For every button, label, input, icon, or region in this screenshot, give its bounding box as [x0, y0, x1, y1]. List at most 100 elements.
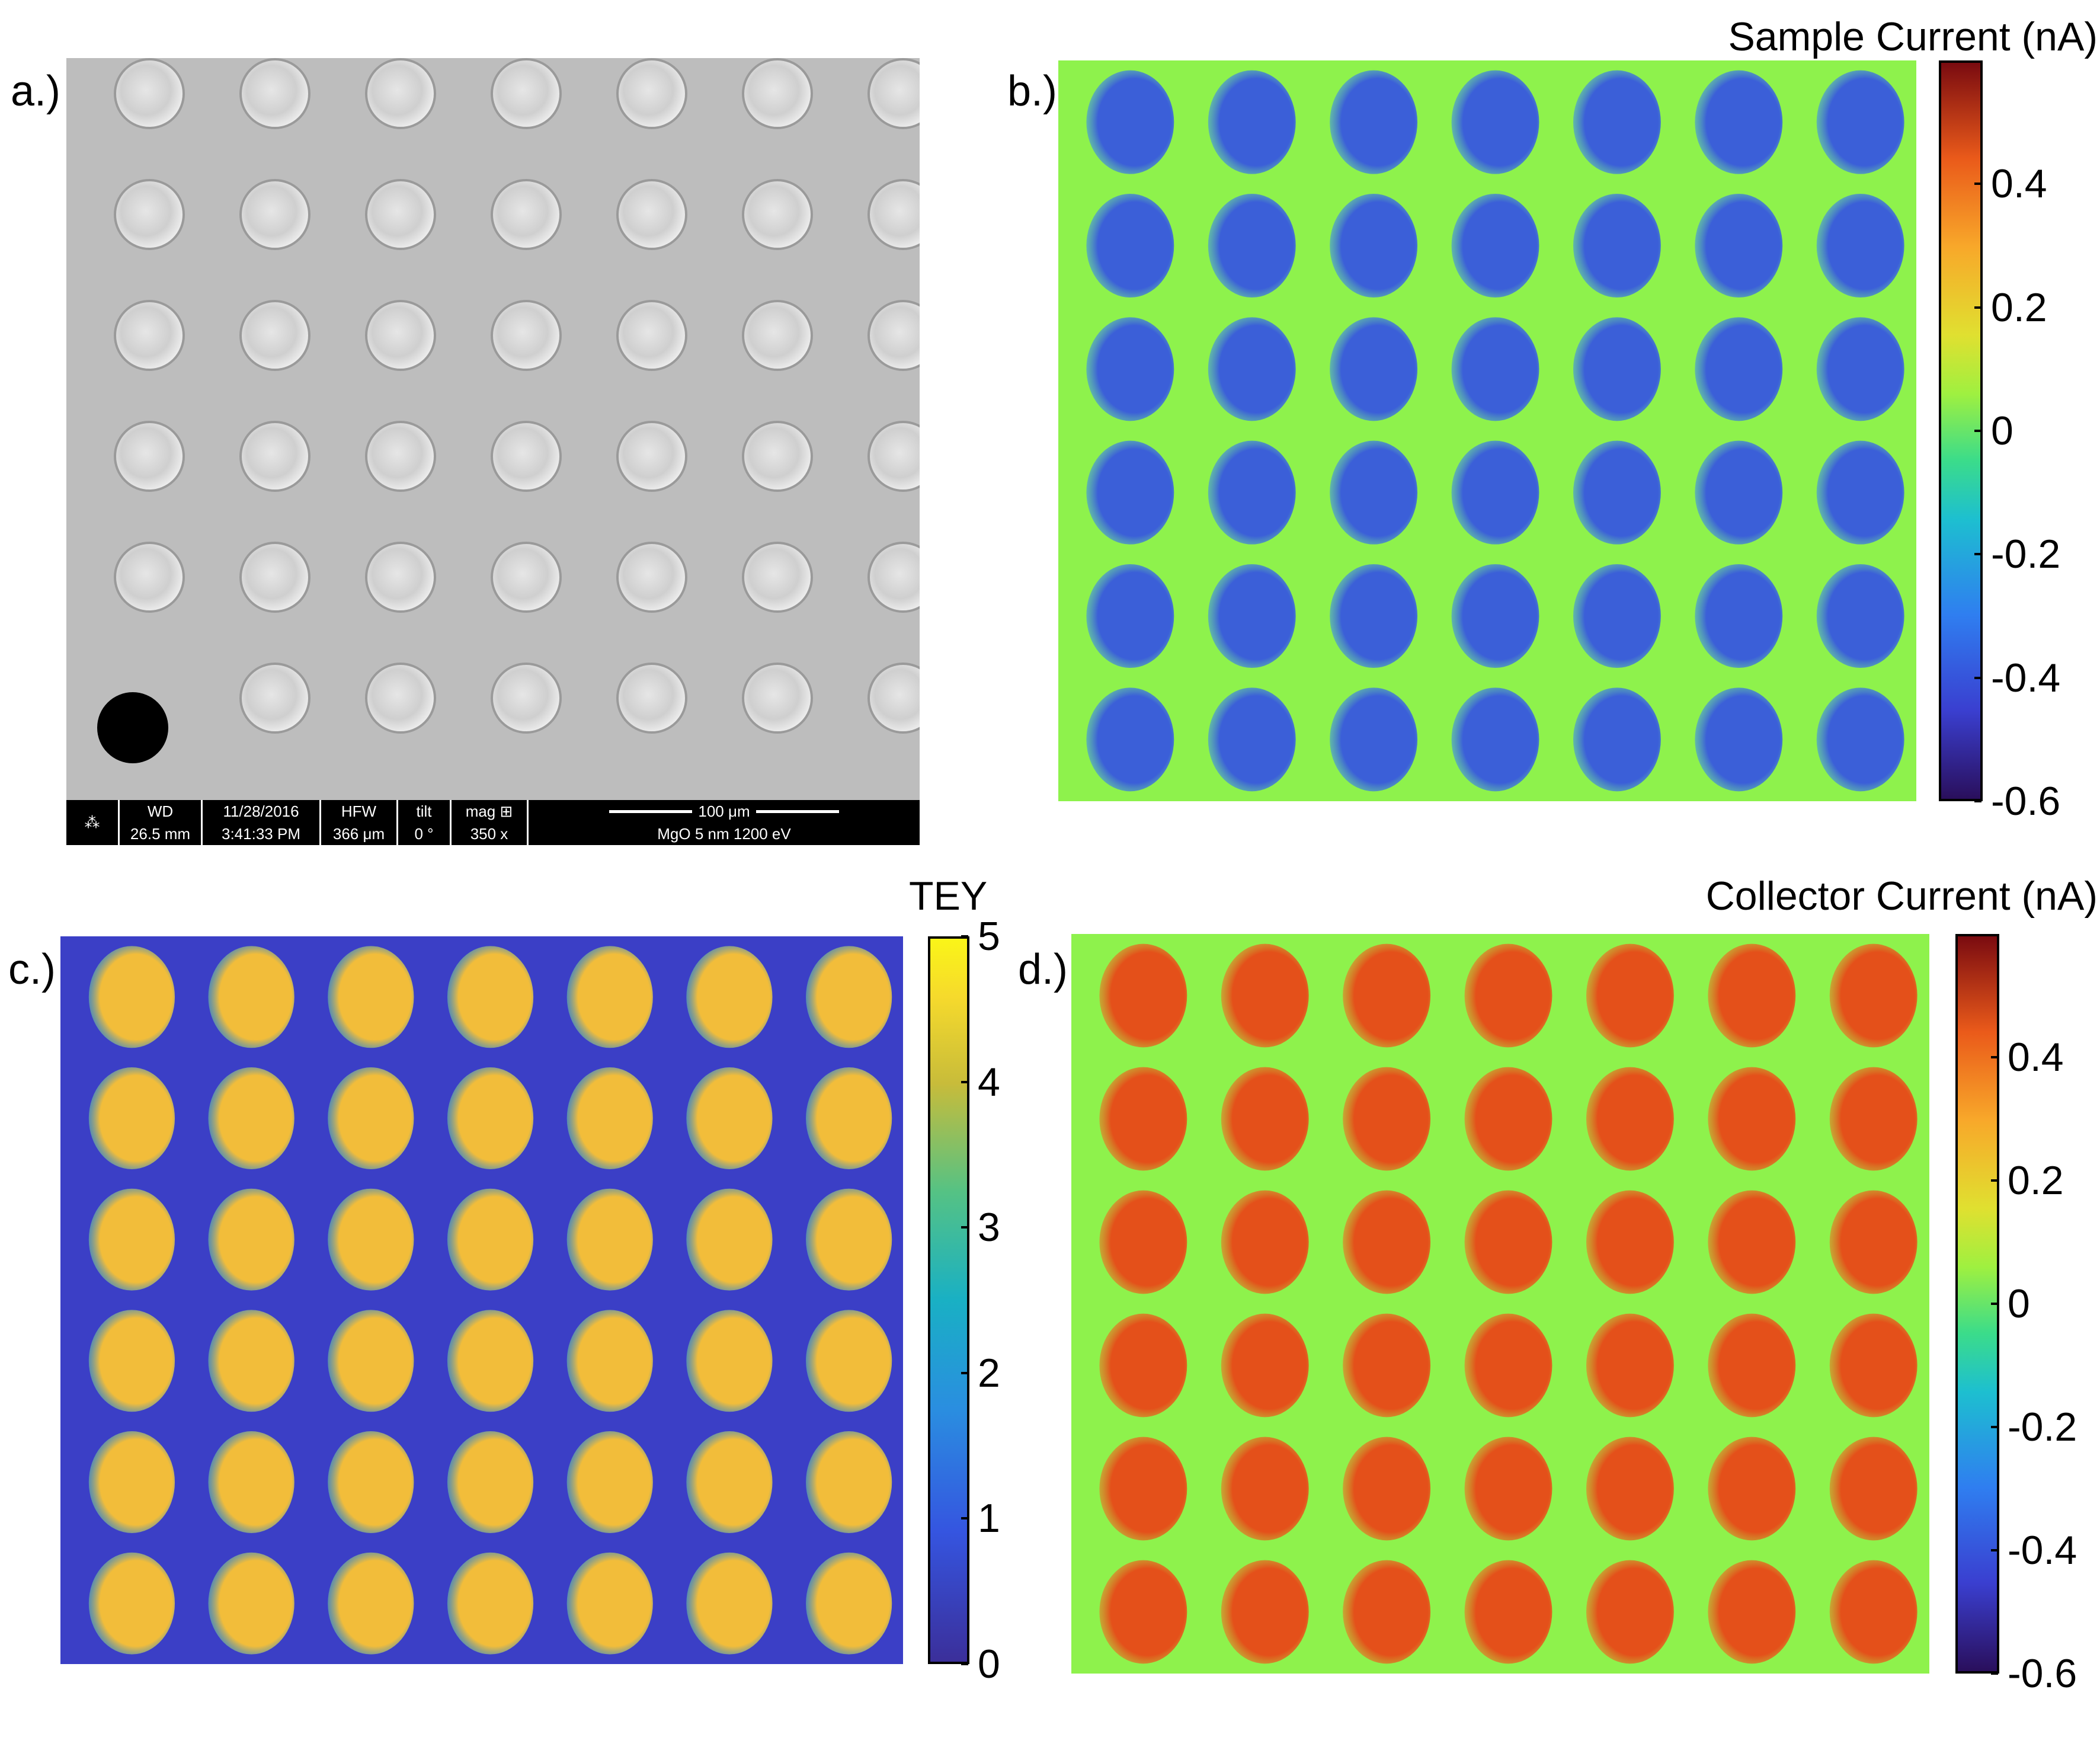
membrane-r5-c2 — [365, 663, 436, 734]
spot-r0-c1 — [1221, 943, 1309, 1048]
membrane-r5-c5 — [742, 663, 813, 734]
map-background — [1071, 934, 1929, 1674]
membrane-r3-c5 — [742, 421, 813, 492]
tey-colorbar — [928, 936, 969, 1664]
spot-r1-c3 — [447, 1067, 534, 1169]
sem-scalebar-label: 100 μm — [698, 802, 750, 820]
membrane-r5-c3 — [491, 663, 562, 734]
colorbar-tick-mark — [1991, 1549, 1998, 1551]
spot-r4-c3 — [447, 1431, 534, 1533]
sem-hfw-label: HFW — [341, 802, 377, 820]
membrane-r3-c4 — [616, 421, 687, 492]
membrane-r2-c1 — [239, 300, 310, 371]
collector-current-map — [1071, 934, 1929, 1674]
membrane-r2-c2 — [365, 300, 436, 371]
membrane-r0-c1 — [239, 58, 310, 129]
spot-r1-c0 — [1099, 1067, 1187, 1171]
colorbar-tick-label: 0.4 — [2008, 1035, 2064, 1080]
spot-r5-c3 — [1464, 1560, 1552, 1664]
membrane-r4-c0 — [114, 542, 185, 613]
spot-r0-c0 — [1099, 943, 1187, 1048]
sem-wd-value: 26.5 mm — [130, 824, 191, 843]
spot-r2-c6 — [1829, 1190, 1917, 1294]
spot-r4-c5 — [686, 1431, 773, 1533]
sem-mag-label: mag — [465, 802, 496, 820]
colorbar-tick-label: 0.2 — [2008, 1158, 2064, 1203]
spot-r2-c1 — [1221, 1190, 1309, 1294]
spot-r2-c2 — [328, 1188, 414, 1291]
sem-hfw-cell: HFW 366 μm — [321, 800, 398, 845]
spot-r0-c0 — [88, 946, 175, 1048]
spot-r1-c2 — [1343, 1067, 1431, 1171]
membrane-r5-c4 — [616, 663, 687, 734]
membrane-r1-c4 — [616, 179, 687, 250]
membrane-r1-c2 — [365, 179, 436, 250]
spot-r4-c2 — [328, 1431, 414, 1533]
spot-r3-c6 — [1829, 1313, 1917, 1418]
membrane-r3-c0 — [114, 421, 185, 492]
colorbar-tick-label: -0.6 — [1991, 779, 2061, 824]
membrane-r1-c5 — [742, 179, 813, 250]
membrane-r3-c2 — [365, 421, 436, 492]
spot-r5-c1 — [1208, 687, 1296, 792]
membrane-r0-c6 — [867, 58, 920, 129]
tey-colorbar-title: TEY — [909, 874, 988, 919]
spot-r3-c1 — [1221, 1313, 1309, 1418]
spot-r5-c2 — [1330, 687, 1418, 792]
spot-r0-c6 — [1829, 943, 1917, 1048]
membrane-r4-c3 — [491, 542, 562, 613]
colorbar-tick-mark — [1974, 553, 1981, 556]
membrane-r5-c1 — [239, 663, 310, 734]
spot-r4-c6 — [806, 1431, 892, 1533]
panel-d-label: d.) — [1018, 946, 1068, 993]
spot-r1-c5 — [1708, 1067, 1796, 1171]
spot-r0-c3 — [447, 946, 534, 1048]
map-background — [60, 936, 903, 1664]
spot-r4-c6 — [1816, 564, 1904, 668]
membrane-r0-c4 — [616, 58, 687, 129]
sem-image-svg — [66, 58, 920, 804]
sample-current-map — [1058, 60, 1916, 801]
colorbar-tick-label: 4 — [978, 1059, 1000, 1105]
spot-r1-c4 — [1573, 194, 1661, 297]
colorbar-tick-mark — [1974, 800, 1981, 802]
spot-r2-c0 — [1086, 317, 1174, 421]
sem-tilt-cell: tilt 0 ° — [398, 800, 452, 845]
colorbar-tick-mark — [1974, 183, 1981, 185]
spot-r0-c2 — [1343, 943, 1431, 1048]
spot-r3-c6 — [806, 1310, 892, 1412]
sem-mag-cell: mag ⊞ 350 x — [452, 800, 529, 845]
spot-r4-c4 — [1573, 564, 1661, 668]
colorbar-tick-label: 3 — [978, 1205, 1000, 1250]
membrane-r4-c6 — [867, 542, 920, 613]
spot-r5-c6 — [1816, 687, 1904, 792]
spot-r3-c2 — [328, 1310, 414, 1412]
membrane-r0-c5 — [742, 58, 813, 129]
membrane-r2-c6 — [867, 300, 920, 371]
spot-r1-c5 — [1695, 194, 1783, 297]
spot-r3-c4 — [1573, 440, 1661, 545]
colorbar-tick-label: 0 — [1991, 408, 2013, 453]
spot-r2-c6 — [806, 1188, 892, 1291]
spot-r2-c4 — [1573, 317, 1661, 421]
spot-r0-c2 — [1330, 70, 1418, 174]
spot-r2-c0 — [1099, 1190, 1187, 1294]
colorbar-tick-mark — [1991, 1056, 1998, 1058]
spot-r1-c4 — [1586, 1067, 1674, 1171]
membrane-r2-c3 — [491, 300, 562, 371]
colorbar-tick-mark — [961, 1517, 968, 1520]
spot-r2-c6 — [1816, 317, 1904, 421]
spot-r5-c0 — [88, 1552, 175, 1655]
spot-r4-c5 — [1708, 1437, 1796, 1541]
spot-r5-c5 — [1708, 1560, 1796, 1664]
sem-tilt-value: 0 ° — [414, 824, 434, 843]
spot-r3-c1 — [208, 1310, 294, 1412]
colorbar-tick-mark — [961, 1371, 968, 1374]
membrane-r5-c6 — [867, 663, 920, 734]
spot-r1-c2 — [328, 1067, 414, 1169]
spot-r0-c4 — [566, 946, 653, 1048]
sem-date-cell: 11/28/2016 3:41:33 PM — [203, 800, 321, 845]
spot-r1-c4 — [566, 1067, 653, 1169]
sem-image — [66, 58, 920, 804]
colorbar-tick-label: 1 — [978, 1496, 1000, 1541]
